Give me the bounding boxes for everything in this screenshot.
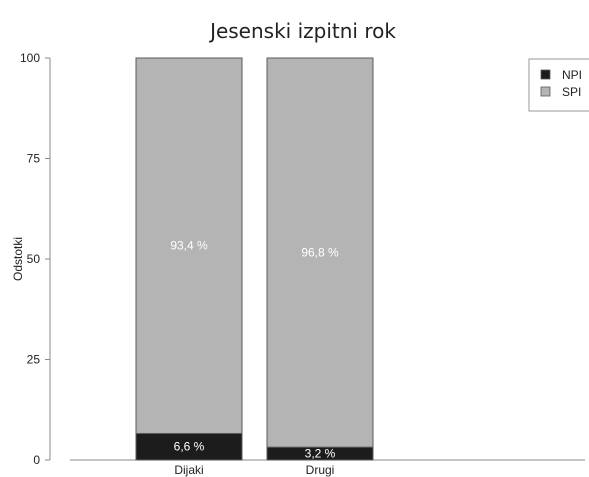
legend: NPI SPI xyxy=(528,58,589,112)
y-axis-label: Odstotki xyxy=(11,237,25,281)
data-label-npi-dijaki: 6,6 % xyxy=(174,440,205,454)
y-tick-label: 75 xyxy=(27,152,41,166)
bar-segment-spi-drugi xyxy=(266,57,374,448)
legend-swatch-spi xyxy=(540,86,551,97)
y-tick-label: 50 xyxy=(27,252,41,266)
y-tick-label: 0 xyxy=(33,453,40,467)
legend-label-npi: NPI xyxy=(562,68,582,82)
x-tick-labels: Dijaki Drugi xyxy=(174,463,334,477)
chart-title: Jesenski izpitni rok xyxy=(208,19,396,43)
data-label-spi-dijaki: 93,4 % xyxy=(170,239,208,253)
data-label-spi-drugi: 96,8 % xyxy=(301,246,339,260)
y-tick-label: 100 xyxy=(20,51,40,65)
legend-swatch-npi xyxy=(540,69,551,80)
bar-segment-npi-dijaki xyxy=(135,432,243,461)
bar-labels: 6,6 % 93,4 % 3,2 % 96,8 % xyxy=(170,239,339,461)
bar-segment-spi-dijaki xyxy=(135,57,243,434)
x-tick-label-dijaki: Dijaki xyxy=(174,463,203,477)
x-tick-label-drugi: Drugi xyxy=(306,463,335,477)
data-label-npi-drugi: 3,2 % xyxy=(305,447,336,461)
legend-label-spi: SPI xyxy=(562,85,581,99)
y-tick-labels: 0 25 50 75 100 xyxy=(20,51,40,467)
legend-box xyxy=(528,58,589,112)
y-tick-label: 25 xyxy=(27,353,41,367)
bars xyxy=(135,57,374,461)
